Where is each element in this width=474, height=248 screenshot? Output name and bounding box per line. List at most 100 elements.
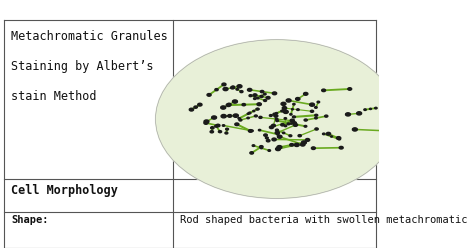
Circle shape xyxy=(337,137,341,139)
Circle shape xyxy=(258,129,261,131)
Circle shape xyxy=(250,152,254,154)
Circle shape xyxy=(259,116,262,118)
Circle shape xyxy=(322,133,325,135)
Circle shape xyxy=(254,98,256,99)
Circle shape xyxy=(155,40,398,198)
Circle shape xyxy=(315,117,317,119)
Circle shape xyxy=(238,118,240,119)
Circle shape xyxy=(272,124,275,127)
Circle shape xyxy=(281,102,286,105)
Circle shape xyxy=(265,137,268,139)
Circle shape xyxy=(189,108,193,111)
Circle shape xyxy=(374,107,377,109)
Circle shape xyxy=(283,107,287,109)
Circle shape xyxy=(233,114,238,117)
Circle shape xyxy=(256,108,258,110)
Circle shape xyxy=(338,138,340,140)
Circle shape xyxy=(257,103,261,106)
Circle shape xyxy=(290,114,292,115)
Circle shape xyxy=(339,146,343,149)
Circle shape xyxy=(284,118,287,119)
Circle shape xyxy=(277,134,279,135)
Circle shape xyxy=(247,113,249,114)
Circle shape xyxy=(223,88,228,91)
Circle shape xyxy=(227,103,231,106)
Circle shape xyxy=(221,115,226,118)
Circle shape xyxy=(226,104,230,107)
Circle shape xyxy=(226,128,228,130)
Circle shape xyxy=(222,83,226,86)
Circle shape xyxy=(273,113,276,115)
Circle shape xyxy=(325,115,328,117)
Circle shape xyxy=(249,95,252,97)
Circle shape xyxy=(274,115,278,117)
Circle shape xyxy=(211,116,217,119)
Circle shape xyxy=(315,128,318,130)
Circle shape xyxy=(291,120,294,122)
Circle shape xyxy=(239,119,242,121)
Circle shape xyxy=(264,93,266,95)
Circle shape xyxy=(281,110,283,112)
Circle shape xyxy=(230,86,235,89)
Circle shape xyxy=(364,109,366,110)
Circle shape xyxy=(248,112,251,114)
Circle shape xyxy=(253,94,257,96)
Circle shape xyxy=(310,103,314,106)
Circle shape xyxy=(275,129,278,131)
Circle shape xyxy=(296,97,300,100)
Circle shape xyxy=(247,89,252,91)
Circle shape xyxy=(322,89,326,92)
Circle shape xyxy=(326,132,330,135)
Circle shape xyxy=(219,131,221,133)
Circle shape xyxy=(253,110,255,112)
Circle shape xyxy=(225,132,228,134)
Circle shape xyxy=(216,124,220,127)
Circle shape xyxy=(237,85,242,88)
Circle shape xyxy=(273,92,277,95)
Circle shape xyxy=(277,146,282,149)
Circle shape xyxy=(252,145,255,146)
Circle shape xyxy=(236,89,238,90)
Circle shape xyxy=(287,123,290,125)
Circle shape xyxy=(269,115,272,117)
Circle shape xyxy=(210,127,214,129)
Circle shape xyxy=(298,135,301,137)
Circle shape xyxy=(346,113,350,116)
Text: Metachromatic Granules

Staining by Albert’s

stain Method: Metachromatic Granules Staining by Alber… xyxy=(11,30,168,103)
Circle shape xyxy=(248,130,253,132)
Circle shape xyxy=(269,126,273,129)
Circle shape xyxy=(290,144,294,146)
Text: Cell Morphology: Cell Morphology xyxy=(11,184,118,196)
Circle shape xyxy=(293,124,298,126)
Circle shape xyxy=(264,99,266,101)
Circle shape xyxy=(210,131,213,133)
Circle shape xyxy=(292,109,293,110)
Circle shape xyxy=(255,115,257,117)
Circle shape xyxy=(294,143,299,147)
Circle shape xyxy=(256,108,259,110)
Circle shape xyxy=(305,139,310,141)
Circle shape xyxy=(266,140,270,142)
Circle shape xyxy=(275,118,278,120)
Circle shape xyxy=(240,91,243,93)
Circle shape xyxy=(330,136,332,137)
Circle shape xyxy=(232,86,235,88)
Circle shape xyxy=(204,120,209,123)
Circle shape xyxy=(290,119,294,122)
Circle shape xyxy=(204,122,208,124)
Circle shape xyxy=(293,103,295,105)
Circle shape xyxy=(207,93,211,96)
Circle shape xyxy=(260,147,263,149)
Circle shape xyxy=(281,124,284,126)
Circle shape xyxy=(283,109,286,111)
Circle shape xyxy=(259,146,263,148)
Circle shape xyxy=(315,114,318,116)
Circle shape xyxy=(311,147,315,150)
Circle shape xyxy=(284,125,287,127)
Circle shape xyxy=(275,113,278,114)
Circle shape xyxy=(352,128,357,131)
Circle shape xyxy=(264,134,267,136)
Circle shape xyxy=(370,108,372,110)
Circle shape xyxy=(290,123,292,124)
Circle shape xyxy=(348,88,352,90)
